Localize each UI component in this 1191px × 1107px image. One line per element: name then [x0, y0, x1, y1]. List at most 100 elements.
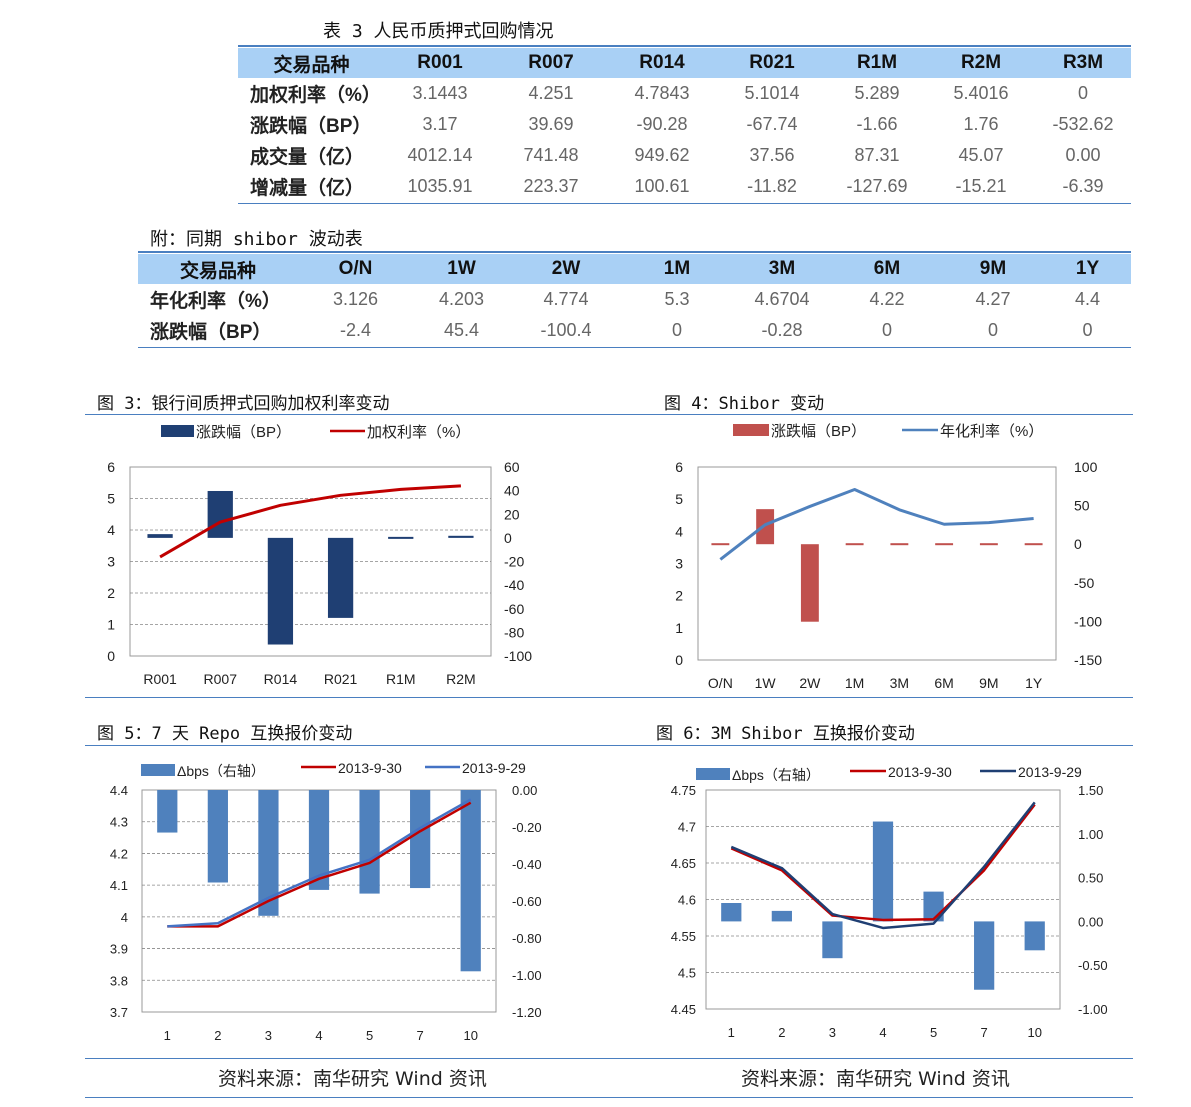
- shibor-table-cell: 3.126: [332, 289, 379, 309]
- repo-table-row: 涨跌幅（BP） 3.17 39.69 -90.28 -67.74 -1.66 1.76 -53…: [238, 109, 1131, 140]
- right-axis-tick-label: 0: [504, 530, 512, 546]
- repo-table-row-label: 增减量（亿）: [250, 178, 365, 199]
- bar: [872, 821, 894, 922]
- shibor-table-cell: 45.4: [443, 320, 480, 340]
- shibor-table-cell: 4.22: [869, 289, 905, 309]
- right-axis-tick-label: -1.00: [1078, 1002, 1108, 1017]
- repo-table-cell: -11.82: [747, 176, 797, 196]
- left-axis-tick-label: 5: [675, 491, 683, 507]
- fig3-caption: 图 3：银行间质押式回购加权利率变动: [97, 394, 390, 414]
- left-axis-tick-label: 2: [107, 585, 115, 601]
- shibor-table-cell: 4.27: [975, 289, 1011, 309]
- repo-table-cell: 1035.91: [407, 176, 473, 196]
- category-axis-label: R2M: [446, 671, 476, 687]
- legend-label: 涨跌幅（BP）: [771, 423, 866, 440]
- bar: [800, 544, 819, 622]
- right-axis-tick-label: 0.50: [1078, 871, 1103, 886]
- category-axis-label: 6M: [934, 675, 953, 691]
- category-axis-label: 2: [778, 1025, 785, 1040]
- shibor-table-row: 年化利率（%） 3.126 4.203 4.774 5.3 4.6704 4.22 4.27 4…: [138, 284, 1131, 315]
- left-axis-tick-label: 5: [107, 491, 115, 507]
- left-axis-tick-label: 3.8: [110, 973, 128, 988]
- left-axis-tick-label: 4: [107, 522, 115, 538]
- right-axis-tick-label: 20: [504, 506, 520, 522]
- fig3-chart: 6 5 4 3 2 1 0 60 40 20 0 -20 -40 -60 -80 -100 R001 R007 R0…: [107, 424, 532, 687]
- series-line-0: [167, 801, 472, 928]
- source-right: 资料来源：南华研究 Wind 资讯: [741, 1068, 1010, 1090]
- series-line-0: [719, 488, 1034, 561]
- shibor-table-cell: 4.774: [543, 289, 589, 309]
- left-axis-tick-label: 4.75: [671, 783, 696, 798]
- table3-bottom-rule: [238, 203, 1131, 204]
- repo-table-cell: -127.69: [846, 176, 908, 196]
- shibor-table-header-6: 6M: [832, 254, 942, 284]
- left-axis-tick-label: 1: [675, 620, 683, 636]
- left-axis-tick-label: 4.4: [110, 783, 128, 798]
- bar: [207, 490, 233, 538]
- repo-table-cell: 5.289: [854, 83, 900, 103]
- shibor-table-top-rule: [138, 251, 1131, 253]
- source-top-rule: [85, 1058, 1133, 1059]
- bar: [359, 790, 380, 894]
- series-line-1: [167, 798, 472, 928]
- bar: [448, 535, 474, 538]
- repo-table-cell: 4.7843: [634, 83, 690, 103]
- repo-table-cell: 39.69: [528, 114, 574, 134]
- right-axis-tick-label: 0: [1074, 536, 1082, 552]
- repo-table-cell: 741.48: [523, 145, 579, 165]
- right-axis-tick-label: 1.50: [1078, 783, 1103, 798]
- repo-table-row: 增减量（亿） 1035.91 223.37 100.61 -11.82 -127.69 -1…: [238, 171, 1131, 202]
- legend-label: Δbps（右轴）: [732, 767, 820, 783]
- category-axis-label: 10: [463, 1028, 477, 1043]
- plot-area: [697, 466, 1057, 661]
- source-left: 资料来源：南华研究 Wind 资讯: [218, 1068, 487, 1090]
- right-axis-tick-label: -0.60: [512, 894, 542, 909]
- shibor-table-row-label: 年化利率（%）: [150, 291, 281, 312]
- left-axis-tick-label: 3.7: [110, 1005, 128, 1020]
- bar: [410, 790, 431, 889]
- left-axis-tick-label: 0: [675, 652, 683, 668]
- right-axis-tick-label: -40: [504, 577, 524, 593]
- legend-bar-swatch: [733, 424, 769, 436]
- legend-label: 年化利率（%）: [940, 423, 1043, 440]
- legend-label: 2013-9-29: [462, 760, 526, 776]
- series-line-0: [159, 484, 462, 559]
- repo-table-cell: -67.74: [746, 114, 798, 134]
- repo-table-header-0: 交易品种: [238, 48, 385, 78]
- repo-table-cell: 37.56: [749, 145, 795, 165]
- shibor-table-cell: 0: [671, 320, 682, 340]
- category-axis-label: R007: [204, 671, 238, 687]
- repo-table-cell: 5.4016: [953, 83, 1009, 103]
- category-axis-label: R1M: [386, 671, 416, 687]
- legend-label: 2013-9-29: [1018, 764, 1082, 780]
- bar: [258, 790, 279, 916]
- category-axis-label: 4: [315, 1028, 322, 1043]
- category-axis-label: 7: [417, 1028, 424, 1043]
- shibor-table-cell: 4.6704: [754, 289, 810, 309]
- bar: [1024, 543, 1043, 546]
- category-axis-label: R001: [143, 671, 177, 687]
- left-axis-tick-label: 4.65: [671, 856, 696, 871]
- repo-table-cell: -532.62: [1052, 114, 1114, 134]
- shibor-table-cell: 5.3: [664, 289, 690, 309]
- series-line-0: [730, 803, 1036, 922]
- repo-table-header-5: R1M: [827, 48, 927, 78]
- bar: [890, 543, 909, 546]
- bar: [771, 910, 792, 922]
- repo-table-cell: -90.28: [636, 114, 688, 134]
- legend-bar-swatch: [161, 425, 194, 437]
- category-axis-label: 5: [366, 1028, 373, 1043]
- category-axis-label: 3: [265, 1028, 272, 1043]
- repo-table-cell: 5.1014: [744, 83, 800, 103]
- category-axis-label: 2: [214, 1028, 221, 1043]
- left-axis-tick-label: 4.3: [110, 815, 128, 830]
- repo-table-header-1: R001: [385, 48, 495, 78]
- right-axis-tick-label: -50: [1074, 575, 1094, 591]
- category-axis-label: 4: [879, 1025, 886, 1040]
- bar: [460, 790, 481, 972]
- bar: [822, 921, 843, 959]
- left-axis-tick-label: 6: [675, 459, 683, 475]
- repo-table-cell: 45.07: [958, 145, 1004, 165]
- category-axis-label: 5: [930, 1025, 937, 1040]
- repo-table-row: 加权利率（%） 3.1443 4.251 4.7843 5.1014 5.289 5.401…: [238, 78, 1131, 109]
